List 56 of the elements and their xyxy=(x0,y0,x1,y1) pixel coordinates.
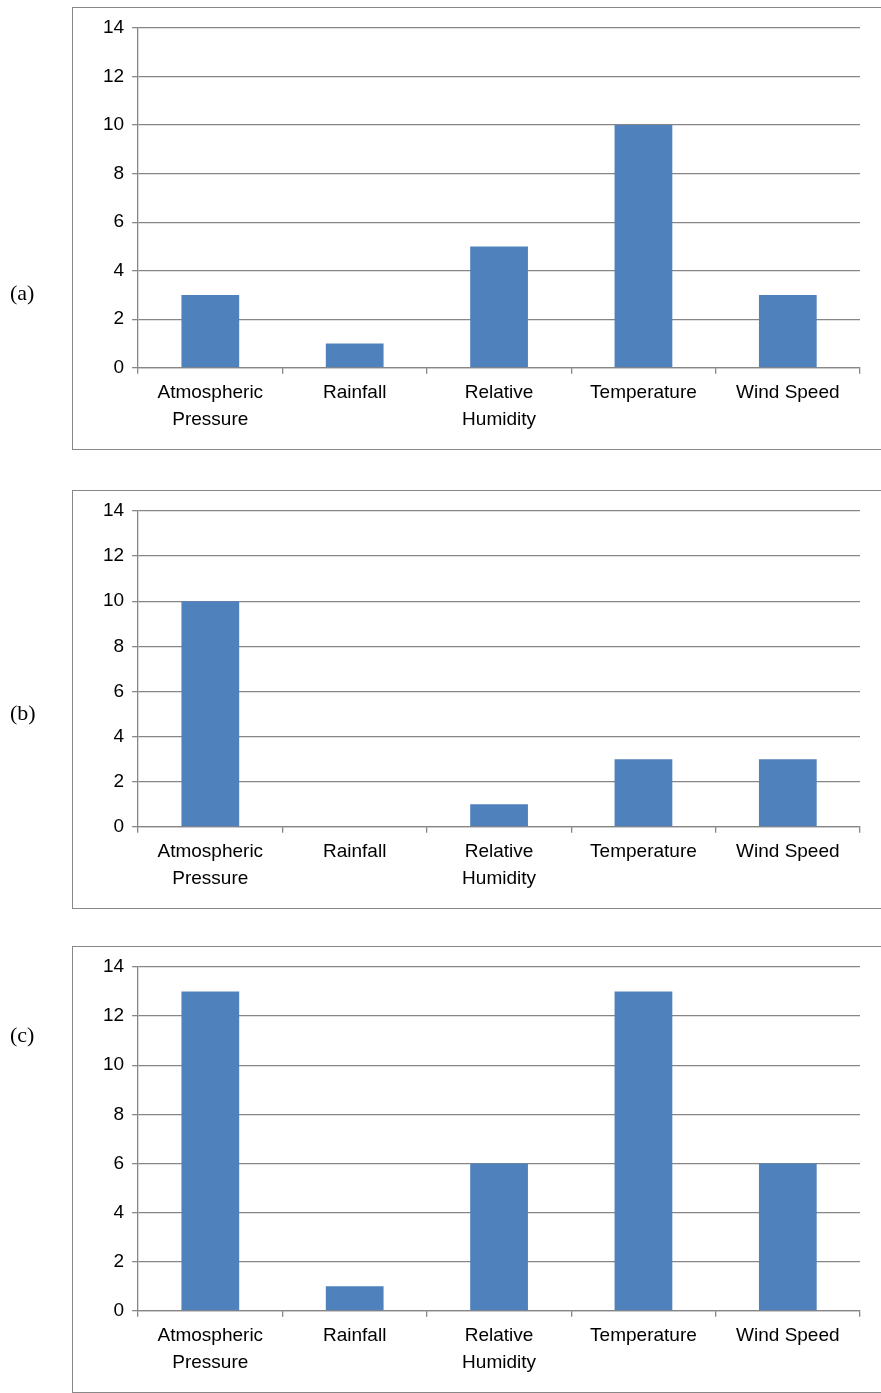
bar xyxy=(181,991,240,1311)
y-tick-label: 0 xyxy=(113,1299,125,1321)
y-tick-label: 8 xyxy=(113,161,125,183)
y-tick-label: 6 xyxy=(113,1151,125,1173)
x-tick-label: Temperature xyxy=(590,840,697,862)
x-tick-label: Wind Speed xyxy=(736,840,840,862)
y-tick-label: 6 xyxy=(113,679,125,701)
x-tick-label: Atmospheric Pressure xyxy=(157,840,264,888)
x-tick-label: Temperature xyxy=(590,381,697,403)
x-tick-label: Atmospheric Pressure xyxy=(157,1324,264,1372)
bar xyxy=(758,1163,817,1311)
bar xyxy=(758,759,817,827)
x-tick-label: Relative Humidity xyxy=(462,381,537,429)
x-tick-label: Rainfall xyxy=(323,381,387,403)
bar xyxy=(758,294,817,368)
y-tick-label: 10 xyxy=(102,589,125,611)
bar xyxy=(470,246,528,368)
y-tick-label: 14 xyxy=(102,16,125,38)
y-tick-label: 8 xyxy=(113,1102,125,1124)
y-tick-label: 8 xyxy=(113,634,125,656)
y-tick-label: 0 xyxy=(113,815,125,837)
x-tick-label: Wind Speed xyxy=(736,1324,840,1346)
y-tick-label: 2 xyxy=(113,1249,125,1271)
x-tick-label: Relative Humidity xyxy=(462,1324,537,1372)
bar xyxy=(325,1286,384,1311)
y-tick-label: 12 xyxy=(102,544,125,566)
x-tick-label: Temperature xyxy=(590,1324,697,1346)
bar xyxy=(470,804,528,827)
y-tick-label: 4 xyxy=(113,724,125,746)
x-tick-label: Atmospheric Pressure xyxy=(157,381,264,429)
bar xyxy=(181,601,240,827)
x-tick-label: Rainfall xyxy=(323,840,387,862)
bar xyxy=(181,294,240,368)
y-tick-label: 14 xyxy=(102,955,125,977)
y-tick-label: 6 xyxy=(113,210,125,232)
y-tick-label: 10 xyxy=(102,113,125,135)
y-tick-label: 4 xyxy=(113,258,125,280)
x-tick-label: Wind Speed xyxy=(736,381,840,403)
bar xyxy=(470,1163,528,1311)
bar xyxy=(614,991,673,1311)
y-tick-label: 0 xyxy=(113,356,125,378)
bar xyxy=(614,125,673,368)
y-tick-label: 12 xyxy=(102,64,125,86)
text: (b) xyxy=(10,700,36,726)
y-tick-label: 2 xyxy=(113,307,125,329)
y-tick-label: 2 xyxy=(113,769,125,791)
y-tick-label: 4 xyxy=(113,1200,125,1222)
y-tick-label: 14 xyxy=(102,499,125,521)
x-tick-label: Relative Humidity xyxy=(462,840,537,888)
bar xyxy=(325,343,384,368)
text: (c) xyxy=(10,1022,35,1048)
text: (a) xyxy=(10,280,35,306)
x-tick-label: Rainfall xyxy=(323,1324,387,1346)
y-tick-label: 12 xyxy=(102,1004,125,1026)
bar xyxy=(614,759,673,827)
y-tick-label: 10 xyxy=(102,1053,125,1075)
